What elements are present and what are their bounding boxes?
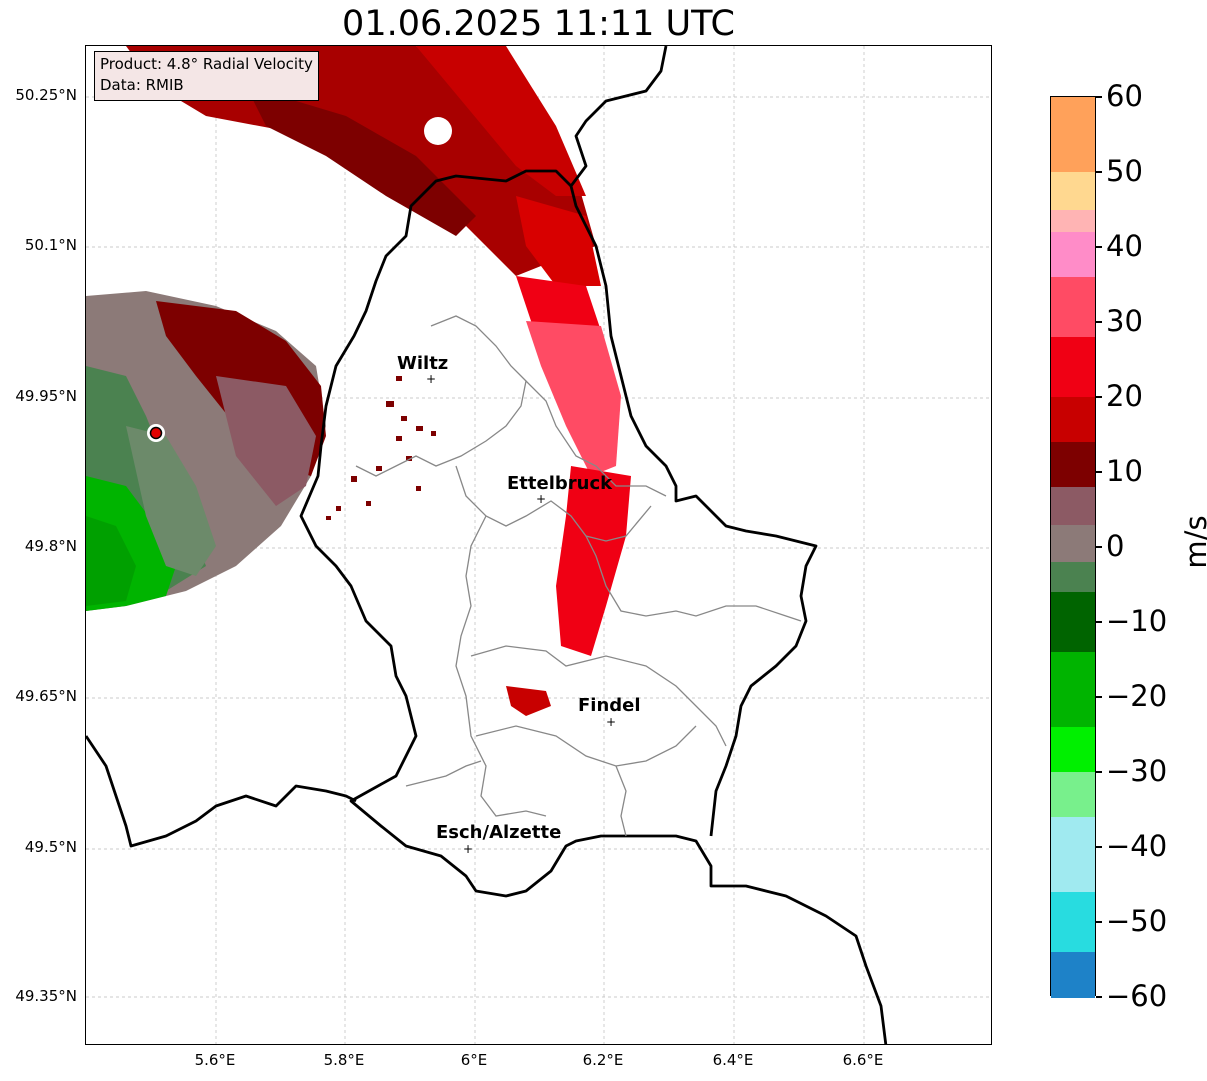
colorbar-tick-label: 20 [1106,379,1143,413]
colorbar-tick-label: −40 [1106,829,1168,863]
echo-scatter [326,376,436,520]
lat-tick-label: 49.35°N [15,987,77,1005]
city-wiltz: Wiltz + [397,353,448,386]
colorbar-tick-label: 10 [1106,454,1143,488]
colorbar-tick-label: 60 [1106,79,1143,113]
colorbar-segment [1051,172,1095,210]
city-findel: Findel + [578,695,641,729]
city-marker-ettelbruck: + [536,492,546,506]
colorbar-segment [1051,772,1095,818]
colorbar-tick-mark [1096,621,1102,623]
colorbar-segment [1051,562,1095,593]
radar-site-marker [147,424,165,442]
district-boundaries [355,315,802,837]
lon-tick-label: 5.6°E [194,1051,236,1069]
city-label-wiltz: Wiltz [397,353,448,374]
colorbar-segment [1051,727,1095,773]
colorbar-tick-mark [1096,771,1102,773]
colorbar-segment [1051,337,1095,398]
colorbar-tick-mark [1096,396,1102,398]
lat-tick-label: 49.95°N [15,387,77,405]
radar-map[interactable]: Wiltz + Ettelbruck + Findel + Esch/Alzet… [85,45,992,1045]
lat-tick-label: 49.65°N [15,687,77,705]
echo-radar-west [86,291,326,611]
colorbar-tick-label: 30 [1106,304,1143,338]
colorbar-segment [1051,209,1095,233]
city-label-ettelbruck: Ettelbruck [507,473,613,494]
colorbar-unit-label: m/s [1179,515,1207,569]
colorbar-tick-label: −30 [1106,754,1168,788]
colorbar-tick-mark [1096,96,1102,98]
colorbar-segment [1051,524,1095,563]
city-marker-wiltz: + [426,372,436,386]
city-label-esch: Esch/Alzette [436,822,561,843]
colorbar-segment [1051,277,1095,338]
colorbar-tick-mark [1096,996,1102,998]
lon-tick-label: 5.8°E [323,1051,365,1069]
colorbar-tick-label: −20 [1106,679,1168,713]
lat-tick-label: 49.8°N [24,537,77,555]
product-info-box: Product: 4.8° Radial Velocity Data: RMIB [94,51,319,101]
colorbar-tick-label: −10 [1106,604,1168,638]
colorbar-tick-label: 0 [1106,529,1125,563]
colorbar-tick-label: −50 [1106,904,1168,938]
product-label: Product: 4.8° Radial Velocity [100,55,313,73]
lat-tick-label: 49.5°N [24,838,77,856]
city-ettelbruck: Ettelbruck + [507,473,613,506]
colorbar-tick-mark [1096,846,1102,848]
city-marker-esch: + [463,842,473,856]
colorbar-tick-mark [1096,246,1102,248]
city-markers: Wiltz + Ettelbruck + Findel + Esch/Alzet… [397,353,641,856]
colorbar-segment [1051,592,1095,653]
colorbar-segment [1051,397,1095,443]
lon-tick-label: 6.4°E [712,1051,754,1069]
map-canvas: Wiltz + Ettelbruck + Findel + Esch/Alzet… [86,46,991,1044]
colorbar-tick-mark [1096,471,1102,473]
city-esch: Esch/Alzette + [436,822,561,856]
colorbar-segment [1051,892,1095,953]
map-title: 01.06.2025 11:11 UTC [342,4,735,44]
colorbar-tick-mark [1096,921,1102,923]
lon-tick-label: 6°E [460,1051,488,1069]
lon-tick-label: 6.2°E [582,1051,624,1069]
lat-tick-label: 50.1°N [24,236,77,254]
velocity-colorbar [1050,96,1096,998]
colorbar-tick-mark [1096,321,1102,323]
colorbar-segment [1051,817,1095,893]
colorbar-segment [1051,652,1095,728]
data-source-label: Data: RMIB [100,76,184,94]
colorbar-segment [1051,487,1095,525]
echo-band-north [126,46,631,716]
city-marker-findel: + [606,715,616,729]
colorbar-tick-label: −60 [1106,979,1168,1013]
lat-tick-label: 50.25°N [15,86,77,104]
colorbar-segment [1051,232,1095,278]
colorbar-segment [1051,952,1095,998]
colorbar-tick-label: 50 [1106,154,1143,188]
colorbar-tick-mark [1096,546,1102,548]
colorbar-tick-mark [1096,696,1102,698]
country-borders [86,46,888,1044]
colorbar-tick-mark [1096,171,1102,173]
colorbar-tick-label: 40 [1106,229,1143,263]
city-label-findel: Findel [578,695,641,716]
colorbar-segment [1051,442,1095,488]
lon-tick-label: 6.6°E [842,1051,884,1069]
colorbar-segment [1051,97,1095,173]
